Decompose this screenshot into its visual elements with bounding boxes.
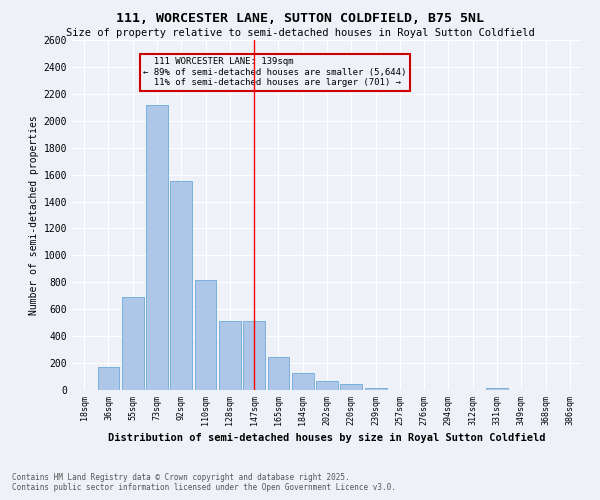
Text: Contains HM Land Registry data © Crown copyright and database right 2025.
Contai: Contains HM Land Registry data © Crown c… — [12, 473, 396, 492]
Bar — [486, 388, 508, 390]
Bar — [97, 367, 119, 390]
Bar — [340, 384, 362, 390]
Bar — [122, 297, 143, 390]
Bar — [268, 357, 289, 390]
Bar — [219, 322, 241, 390]
X-axis label: Distribution of semi-detached houses by size in Royal Sutton Coldfield: Distribution of semi-detached houses by … — [108, 433, 546, 443]
Bar — [316, 381, 338, 390]
Bar — [194, 280, 217, 390]
Text: 111, WORCESTER LANE, SUTTON COLDFIELD, B75 5NL: 111, WORCESTER LANE, SUTTON COLDFIELD, B… — [116, 12, 484, 26]
Text: Size of property relative to semi-detached houses in Royal Sutton Coldfield: Size of property relative to semi-detach… — [65, 28, 535, 38]
Bar — [170, 182, 192, 390]
Bar — [365, 388, 386, 390]
Bar — [146, 104, 168, 390]
Text: 111 WORCESTER LANE: 139sqm
← 89% of semi-detached houses are smaller (5,644)
  1: 111 WORCESTER LANE: 139sqm ← 89% of semi… — [143, 58, 407, 88]
Y-axis label: Number of semi-detached properties: Number of semi-detached properties — [29, 115, 40, 315]
Bar — [243, 322, 265, 390]
Bar — [292, 373, 314, 390]
